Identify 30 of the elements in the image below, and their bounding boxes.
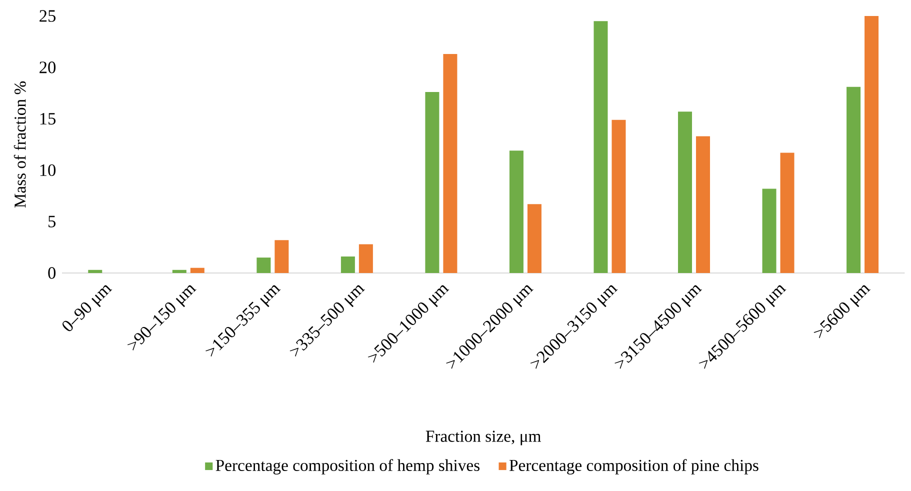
- x-axis-title: Fraction size, μm: [426, 430, 541, 446]
- y-axis-title: Mass of fraction %: [14, 81, 26, 208]
- y-tick-label: 15: [40, 112, 56, 125]
- y-tick-label: 5: [48, 216, 56, 228]
- bar: [358, 244, 373, 273]
- bar: [509, 150, 524, 273]
- x-tick-label: 0–90 μm: [62, 285, 112, 332]
- bar: [612, 120, 626, 273]
- bar: [696, 136, 710, 273]
- bar: [762, 188, 776, 273]
- y-tick-label: 20: [40, 62, 56, 74]
- bar: [190, 268, 204, 273]
- y-tick-label: 25: [40, 10, 56, 22]
- bar: [340, 256, 355, 273]
- bar: [678, 112, 692, 273]
- bar: [443, 54, 458, 273]
- legend-label: Percentage composition of pine chips: [509, 459, 758, 474]
- legend-label: Percentage composition of hemp shives: [216, 459, 480, 474]
- bar: [425, 92, 440, 273]
- bar: [256, 258, 271, 273]
- bar: [864, 16, 879, 273]
- y-tick-label: 0: [48, 267, 56, 279]
- bar: [594, 21, 608, 273]
- bar: [88, 270, 102, 273]
- bar: [527, 204, 542, 273]
- bar: [274, 240, 289, 273]
- bar: [846, 86, 861, 273]
- y-tick-label: 10: [40, 164, 56, 176]
- bar: [172, 270, 186, 273]
- bar: [780, 152, 794, 273]
